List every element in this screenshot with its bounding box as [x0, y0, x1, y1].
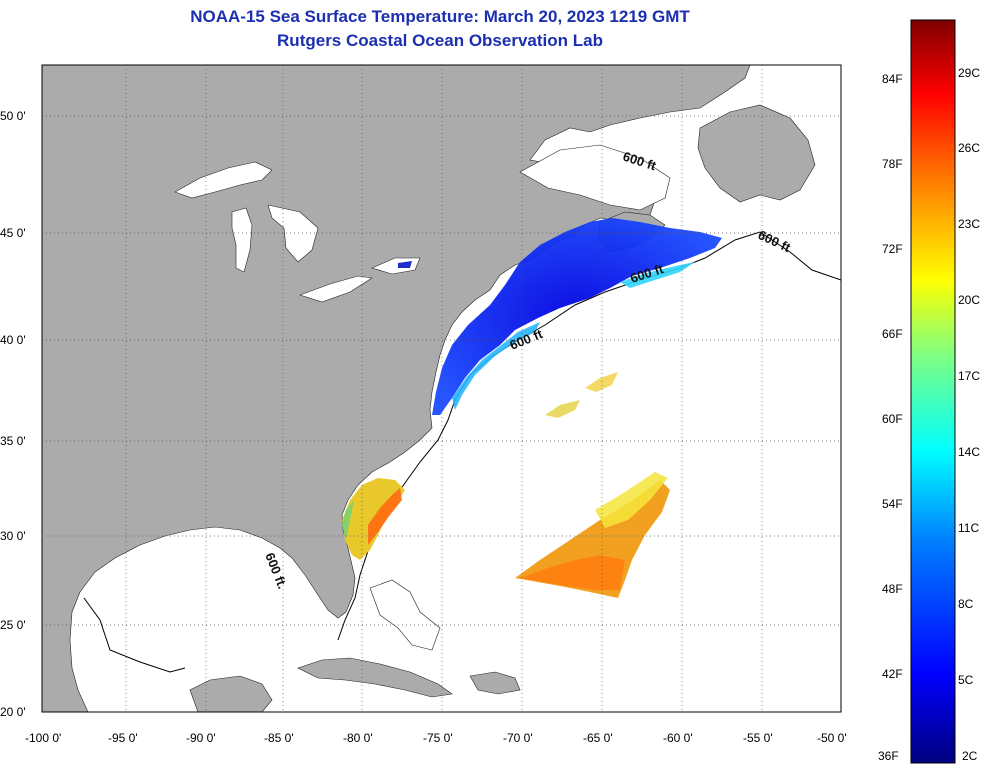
lat-label: 45 0' [0, 226, 26, 240]
colorbar-f-label: 78F [882, 157, 903, 171]
lake-erie [299, 275, 373, 303]
lake-michigan [231, 207, 253, 273]
hispaniola-land [469, 671, 521, 695]
sst-offshore-yellow [595, 472, 668, 528]
lat-label: 30 0' [0, 529, 26, 543]
sst-cold-shelf [432, 218, 722, 415]
newfoundland-land [697, 104, 816, 203]
yucatan-land [189, 675, 273, 712]
colorbar-c-label: 14C [958, 445, 980, 459]
colorbar-f-label: 72F [882, 242, 903, 256]
colorbar-f-label: 54F [882, 497, 903, 511]
colorbar-c-label: 26C [958, 141, 980, 155]
lon-label: -50 0' [817, 731, 847, 745]
lat-label: 25 0' [0, 618, 26, 632]
colorbar-f-label: 84F [882, 72, 903, 86]
map-title: NOAA-15 Sea Surface Temperature: March 2… [190, 7, 690, 26]
map-border [41, 64, 842, 713]
colorbar-c-labels: 29C 26C 23C 20C 17C 14C 11C 8C 5C 2C [958, 66, 980, 763]
colorbar-f-label: 42F [882, 667, 903, 681]
colorbar-f-labels: 84F 78F 72F 66F 60F 54F 48F 42F 36F [878, 72, 903, 763]
gulf-of-st-lawrence [519, 144, 671, 211]
lon-label: -65 0' [583, 731, 613, 745]
sst-coastal-green [342, 500, 354, 540]
lat-label: 35 0' [0, 434, 26, 448]
colorbar-c-label: 11C [958, 521, 979, 535]
colorbar-f-label: 48F [882, 582, 903, 596]
sst-slope-cyan-2 [620, 262, 695, 288]
lon-label: -100 0' [25, 731, 61, 745]
colorbar-c-label: 17C [958, 369, 980, 383]
colorbar-c-label: 20C [958, 293, 980, 307]
lon-label: -55 0' [743, 731, 773, 745]
cuba-land [297, 657, 453, 698]
lake-huron [267, 204, 319, 263]
lon-label: -95 0' [108, 731, 138, 745]
colorbar-c-label: 2C [962, 749, 978, 763]
colorbar-f-label: 36F [878, 749, 899, 763]
lon-label: -60 0' [663, 731, 693, 745]
sst-slope-cyan [452, 322, 540, 410]
lon-label: -90 0' [186, 731, 216, 745]
sst-gulf-stream-warm [368, 488, 402, 545]
sst-offshore-hot [520, 555, 625, 590]
colorbar [910, 19, 956, 764]
colorbar-c-label: 5C [958, 673, 974, 687]
lon-label: -85 0' [264, 731, 294, 745]
lake-superior [174, 161, 273, 199]
colorbar-c-label: 29C [958, 66, 980, 80]
lat-label: 50 0' [0, 109, 26, 123]
lon-label: -70 0' [503, 731, 533, 745]
longitude-labels: -100 0' -95 0' -90 0' -85 0' -80 0' -75 … [25, 731, 847, 745]
map-subtitle: Rutgers Coastal Ocean Observation Lab [277, 31, 603, 50]
colorbar-f-label: 66F [882, 327, 903, 341]
lon-label: -75 0' [423, 731, 453, 745]
lake-ontario-cold-water [398, 261, 412, 268]
lon-label: -80 0' [343, 731, 373, 745]
bahamas-shelf [369, 579, 441, 651]
sst-small-patch-1 [585, 372, 618, 392]
colorbar-c-label: 8C [958, 597, 974, 611]
lat-label: 40 0' [0, 333, 26, 347]
colorbar-c-label: 23C [958, 217, 980, 231]
lat-label: 20 0' [0, 705, 26, 719]
colorbar-f-label: 60F [882, 412, 903, 426]
sst-small-patch-2 [545, 400, 580, 418]
latitude-labels: 50 0' 45 0' 40 0' 35 0' 30 0' 25 0' 20 0… [0, 109, 26, 719]
